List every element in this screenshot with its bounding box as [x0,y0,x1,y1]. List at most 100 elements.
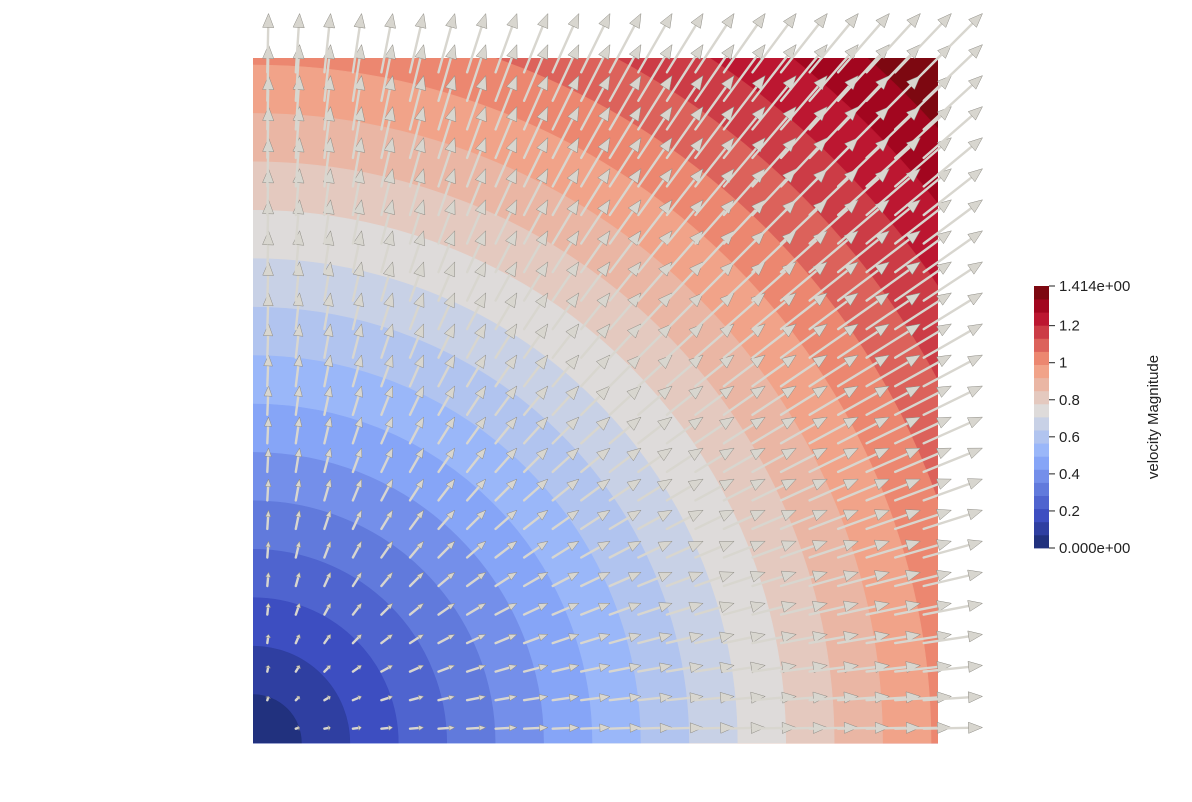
velocity-arrow-head [629,723,642,733]
velocity-arrow-head [688,385,704,400]
velocity-arrow-head [658,632,673,643]
velocity-arrow-shaft [580,241,604,274]
velocity-arrow-shaft [294,455,300,474]
velocity-arrow-shaft [551,726,571,730]
velocity-arrow-shaft [522,545,541,559]
velocity-arrow-shaft [465,515,481,531]
velocity-arrow-shaft [437,304,451,331]
velocity-arrow-shaft [522,666,541,673]
velocity-arrow-shaft [351,726,360,730]
velocity-arrow-head [352,261,365,277]
velocity-arrow-head [904,447,922,460]
velocity-arrow-shaft [894,176,942,217]
velocity-arrow-head [597,75,611,91]
velocity-arrow-shaft [751,453,786,474]
velocity-arrow-head [536,509,549,521]
velocity-arrow-head [265,540,271,548]
velocity-arrow-head [627,230,642,246]
velocity-arrow-shaft [408,304,421,331]
velocity-arrow-shaft [408,242,421,274]
velocity-arrow-head [294,447,302,458]
velocity-arrow-shaft [437,118,452,160]
velocity-arrow-shaft [637,666,662,673]
velocity-arrow-shaft [751,54,789,103]
velocity-arrow-head [477,602,487,611]
colorbar-band [1034,534,1049,549]
velocity-arrow-head [936,447,953,460]
velocity-arrow-head [478,694,487,701]
velocity-arrow-shaft [608,55,636,103]
velocity-arrow-shaft [694,606,722,616]
velocity-arrow-shaft [836,422,879,445]
velocity-arrow-head [688,571,704,583]
velocity-arrow-shaft [722,605,753,616]
velocity-arrow-shaft [751,361,786,388]
velocity-arrow-head [353,105,366,122]
velocity-arrow-shaft [637,117,666,160]
velocity-arrow-shaft [751,666,784,673]
velocity-arrow-shaft [722,362,756,388]
velocity-arrow-shaft [694,484,724,502]
velocity-arrow-head [873,478,891,491]
velocity-arrow-shaft [608,606,632,616]
velocity-arrow-shaft [351,119,361,160]
velocity-arrow-shaft [551,485,571,502]
velocity-arrow-head [842,447,859,460]
velocity-arrow-head [475,478,487,490]
velocity-arrow-shaft [779,392,817,416]
velocity-arrow-shaft [665,666,692,673]
velocity-arrow-shaft [551,333,572,359]
velocity-arrow-head [842,570,859,582]
velocity-arrow-head [355,509,362,519]
velocity-arrow-head [383,168,396,185]
velocity-arrow-shaft [437,606,451,616]
velocity-arrow-head [565,447,580,461]
velocity-arrow-shaft [665,636,692,645]
velocity-arrow-head [446,571,456,580]
velocity-arrow-shaft [808,391,848,416]
velocity-arrow-head [905,292,921,306]
velocity-arrow-shaft [865,483,909,502]
velocity-arrow-head [416,602,425,610]
velocity-arrow-shaft [894,421,940,445]
velocity-arrow-head [264,447,272,457]
velocity-arrow-head [780,509,797,522]
velocity-arrow-shaft [722,147,758,188]
velocity-arrow-head [967,323,984,337]
velocity-arrow-shaft [437,575,451,588]
velocity-arrow-shaft [580,666,602,673]
velocity-arrow-head [967,199,984,214]
velocity-arrow-head [415,478,425,489]
velocity-arrow-shaft [808,84,851,131]
velocity-arrow-head [474,354,487,369]
velocity-arrow-head [445,43,457,60]
velocity-arrow-head [905,570,922,582]
velocity-arrow-shaft [551,303,572,331]
velocity-arrow-shaft [637,726,662,730]
velocity-arrow-shaft [637,606,662,616]
velocity-arrow-shaft [694,116,727,160]
velocity-arrow-shaft [694,24,728,74]
velocity-arrow-shaft [580,333,603,359]
velocity-arrow-shaft [465,25,483,74]
velocity-arrow-shaft [865,422,909,445]
velocity-arrow-head [689,261,704,277]
velocity-arrow-head [813,44,828,60]
velocity-arrow-shaft [294,334,300,359]
velocity-arrow-head [535,385,549,400]
velocity-arrow-head [811,478,828,491]
velocity-arrow-head [749,447,766,461]
velocity-arrow-head [383,105,396,122]
velocity-arrow-shaft [408,425,421,445]
velocity-arrow-shaft [637,301,664,331]
velocity-arrow-shaft [865,176,911,217]
velocity-arrow-shaft [551,696,571,702]
velocity-arrow-shaft [380,666,390,673]
velocity-arrow-shaft [580,455,602,474]
velocity-arrow-shaft [323,575,330,588]
velocity-arrow-head [781,385,797,399]
velocity-arrow-head [383,199,395,216]
velocity-arrow-shaft [437,666,451,673]
velocity-arrow-shaft [836,635,877,645]
velocity-arrow-shaft [922,237,973,274]
